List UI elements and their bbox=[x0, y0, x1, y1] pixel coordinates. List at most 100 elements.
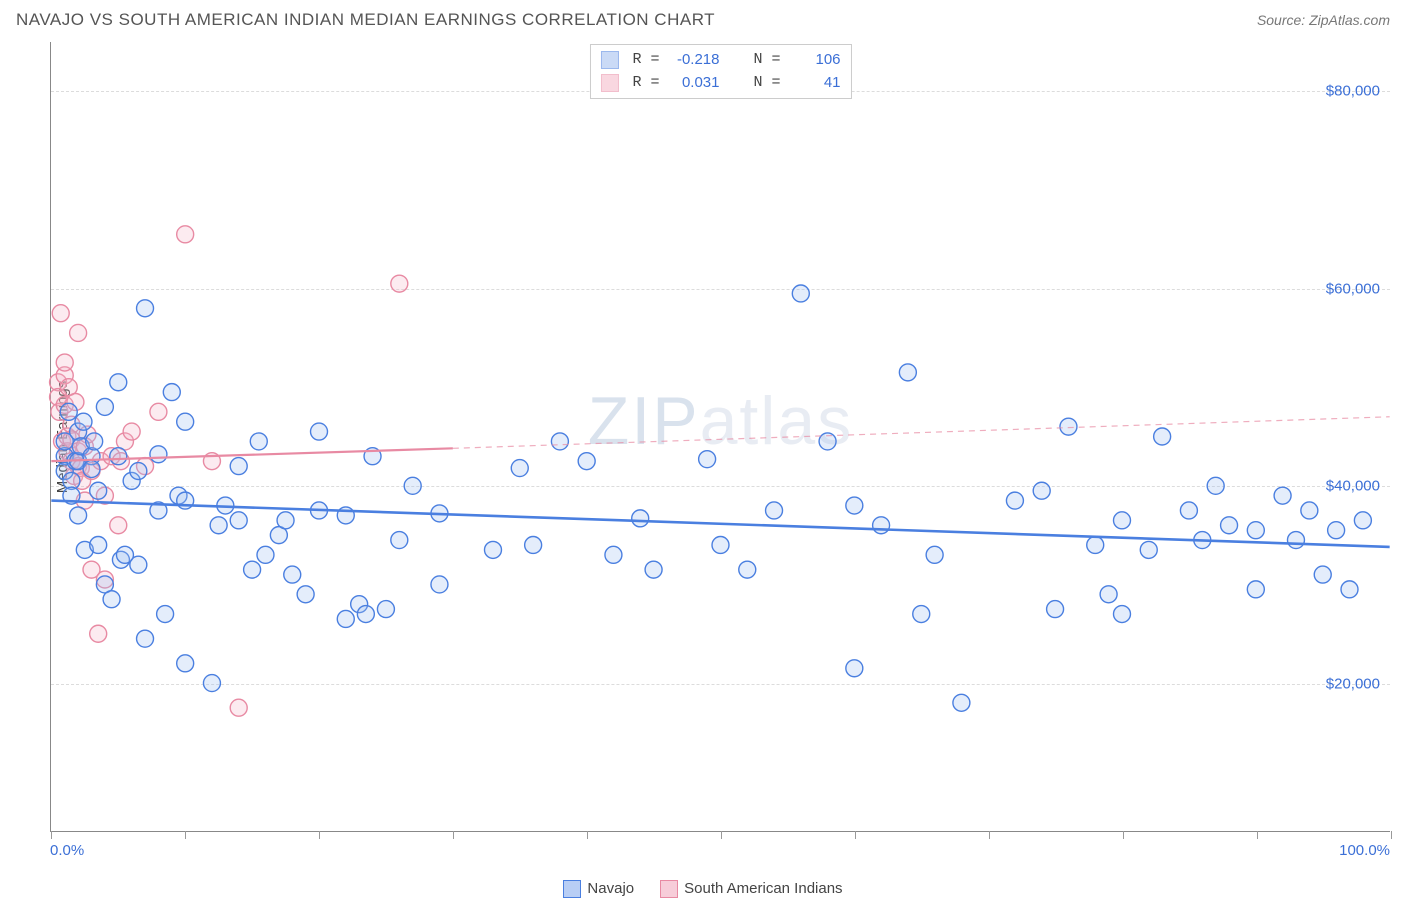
scatter-point-navajo bbox=[86, 433, 103, 450]
x-tick bbox=[1123, 831, 1124, 839]
scatter-point-navajo bbox=[177, 655, 194, 672]
y-tick-label: $40,000 bbox=[1326, 478, 1380, 495]
scatter-point-navajo bbox=[96, 398, 113, 415]
scatter-point-navajo bbox=[377, 601, 394, 618]
x-tick bbox=[721, 831, 722, 839]
x-tick bbox=[319, 831, 320, 839]
y-tick-label: $80,000 bbox=[1326, 83, 1380, 100]
scatter-point-navajo bbox=[203, 675, 220, 692]
scatter-point-navajo bbox=[525, 536, 542, 553]
scatter-point-navajo bbox=[712, 536, 729, 553]
scatter-point-south_american bbox=[391, 275, 408, 292]
scatter-point-navajo bbox=[766, 502, 783, 519]
scatter-point-navajo bbox=[873, 517, 890, 534]
x-tick bbox=[855, 831, 856, 839]
scatter-point-navajo bbox=[1301, 502, 1318, 519]
scatter-point-navajo bbox=[83, 461, 100, 478]
x-tick bbox=[185, 831, 186, 839]
scatter-point-navajo bbox=[75, 413, 92, 430]
scatter-point-navajo bbox=[511, 460, 528, 477]
scatter-point-navajo bbox=[1221, 517, 1238, 534]
x-tick bbox=[989, 831, 990, 839]
scatter-point-navajo bbox=[177, 413, 194, 430]
y-tick-label: $60,000 bbox=[1326, 280, 1380, 297]
scatter-point-south_american bbox=[52, 305, 69, 322]
scatter-svg bbox=[51, 42, 1390, 831]
scatter-point-navajo bbox=[257, 546, 274, 563]
x-max-label: 100.0% bbox=[1339, 842, 1390, 859]
scatter-point-navajo bbox=[1328, 522, 1345, 539]
scatter-point-south_american bbox=[90, 625, 107, 642]
scatter-point-navajo bbox=[250, 433, 267, 450]
scatter-point-navajo bbox=[1247, 581, 1264, 598]
bottom-legend: Navajo South American Indians bbox=[14, 880, 1392, 898]
legend-swatch bbox=[563, 880, 581, 898]
x-tick bbox=[51, 831, 52, 839]
scatter-point-navajo bbox=[1114, 606, 1131, 623]
scatter-point-navajo bbox=[1087, 536, 1104, 553]
source-attribution: Source: ZipAtlas.com bbox=[1257, 12, 1390, 28]
scatter-point-navajo bbox=[1033, 482, 1050, 499]
scatter-point-navajo bbox=[605, 546, 622, 563]
scatter-point-navajo bbox=[337, 610, 354, 627]
scatter-point-navajo bbox=[1006, 492, 1023, 509]
scatter-point-south_american bbox=[56, 354, 73, 371]
scatter-point-navajo bbox=[899, 364, 916, 381]
scatter-point-navajo bbox=[90, 482, 107, 499]
scatter-point-navajo bbox=[103, 591, 120, 608]
scatter-point-navajo bbox=[1314, 566, 1331, 583]
scatter-point-navajo bbox=[484, 541, 501, 558]
scatter-point-navajo bbox=[130, 556, 147, 573]
scatter-point-south_american bbox=[70, 324, 87, 341]
stats-row-south_american: R =0.031 N =41 bbox=[600, 72, 840, 95]
scatter-point-navajo bbox=[792, 285, 809, 302]
scatter-point-south_american bbox=[123, 423, 140, 440]
scatter-point-navajo bbox=[739, 561, 756, 578]
x-tick bbox=[453, 831, 454, 839]
scatter-point-navajo bbox=[137, 630, 154, 647]
scatter-point-navajo bbox=[297, 586, 314, 603]
scatter-point-navajo bbox=[230, 458, 247, 475]
legend-label: South American Indians bbox=[684, 880, 842, 897]
scatter-point-navajo bbox=[150, 446, 167, 463]
scatter-point-navajo bbox=[1207, 477, 1224, 494]
scatter-point-navajo bbox=[110, 374, 127, 391]
x-tick bbox=[1391, 831, 1392, 839]
scatter-point-navajo bbox=[244, 561, 261, 578]
scatter-point-navajo bbox=[60, 403, 77, 420]
stats-legend-box: R =-0.218 N =106R =0.031 N =41 bbox=[589, 44, 851, 99]
scatter-point-navajo bbox=[90, 536, 107, 553]
scatter-point-navajo bbox=[70, 507, 87, 524]
x-tick bbox=[1257, 831, 1258, 839]
scatter-point-navajo bbox=[1140, 541, 1157, 558]
chart-title: NAVAJO VS SOUTH AMERICAN INDIAN MEDIAN E… bbox=[16, 10, 715, 30]
legend-label: Navajo bbox=[587, 880, 634, 897]
y-tick-label: $20,000 bbox=[1326, 675, 1380, 692]
scatter-point-navajo bbox=[357, 606, 374, 623]
x-min-label: 0.0% bbox=[50, 842, 84, 859]
scatter-point-navajo bbox=[210, 517, 227, 534]
scatter-point-navajo bbox=[1274, 487, 1291, 504]
scatter-point-navajo bbox=[632, 510, 649, 527]
scatter-point-navajo bbox=[391, 532, 408, 549]
scatter-point-navajo bbox=[1154, 428, 1171, 445]
scatter-point-south_american bbox=[230, 699, 247, 716]
scatter-point-south_american bbox=[150, 403, 167, 420]
chart-container: Median Earnings ZIPatlas R =-0.218 N =10… bbox=[14, 42, 1392, 832]
scatter-point-south_american bbox=[177, 226, 194, 243]
scatter-point-navajo bbox=[1247, 522, 1264, 539]
scatter-point-navajo bbox=[137, 300, 154, 317]
scatter-point-navajo bbox=[284, 566, 301, 583]
scatter-point-navajo bbox=[578, 453, 595, 470]
scatter-point-navajo bbox=[277, 512, 294, 529]
scatter-point-navajo bbox=[699, 451, 716, 468]
scatter-point-navajo bbox=[431, 576, 448, 593]
scatter-point-navajo bbox=[230, 512, 247, 529]
x-tick bbox=[587, 831, 588, 839]
scatter-point-navajo bbox=[926, 546, 943, 563]
scatter-point-navajo bbox=[311, 423, 328, 440]
scatter-point-navajo bbox=[846, 497, 863, 514]
scatter-point-navajo bbox=[110, 448, 127, 465]
stats-row-navajo: R =-0.218 N =106 bbox=[600, 49, 840, 72]
legend-swatch bbox=[660, 880, 678, 898]
